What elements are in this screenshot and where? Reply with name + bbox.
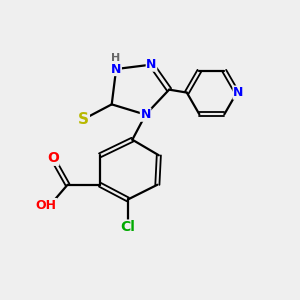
- Text: N: N: [111, 62, 121, 76]
- Text: N: N: [146, 58, 157, 71]
- Text: Cl: Cl: [121, 220, 135, 234]
- Text: H: H: [111, 53, 120, 63]
- Text: N: N: [233, 86, 244, 99]
- Text: OH: OH: [36, 199, 57, 212]
- Text: N: N: [140, 108, 151, 121]
- Text: O: O: [47, 151, 59, 165]
- Text: S: S: [78, 112, 89, 127]
